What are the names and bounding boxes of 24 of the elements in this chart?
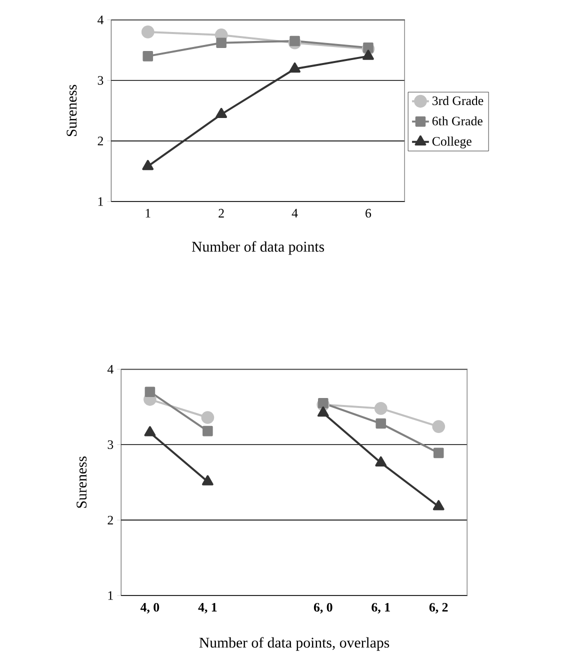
x-tick-label: 4, 1 <box>198 602 217 614</box>
x-tick-label: 1 <box>146 208 150 218</box>
y-axis-title: Sureness <box>66 84 77 136</box>
x-axis-title: Number of data points, overlaps <box>200 637 390 651</box>
legend-label: College <box>432 136 472 148</box>
x-tick-label: 4, 0 <box>140 602 160 614</box>
y-tick-label: 2 <box>108 516 114 524</box>
legend-label: 3rd Grade <box>432 96 484 106</box>
y-tick-label: 3 <box>108 440 114 449</box>
x-tick-label: 2 <box>218 208 224 218</box>
y-tick-label: 3 <box>98 76 104 85</box>
x-tick-label: 6, 2 <box>430 602 448 614</box>
y-tick-label: 1 <box>108 591 114 600</box>
legend-label: 6th Grade <box>432 116 483 126</box>
x-tick-label: 6, 0 <box>314 602 332 614</box>
x-axis-title: Number of data points <box>192 241 324 255</box>
x-tick-label: 4 <box>292 208 298 218</box>
y-axis-title: Sureness <box>76 456 87 508</box>
y-tick-label: 4 <box>98 16 104 24</box>
x-tick-label: 6, 1 <box>372 602 390 614</box>
x-tick-label: 6 <box>366 208 372 218</box>
y-tick-label: 2 <box>98 136 104 146</box>
y-tick-label: 4 <box>108 364 114 374</box>
y-tick-label: 1 <box>98 197 104 206</box>
